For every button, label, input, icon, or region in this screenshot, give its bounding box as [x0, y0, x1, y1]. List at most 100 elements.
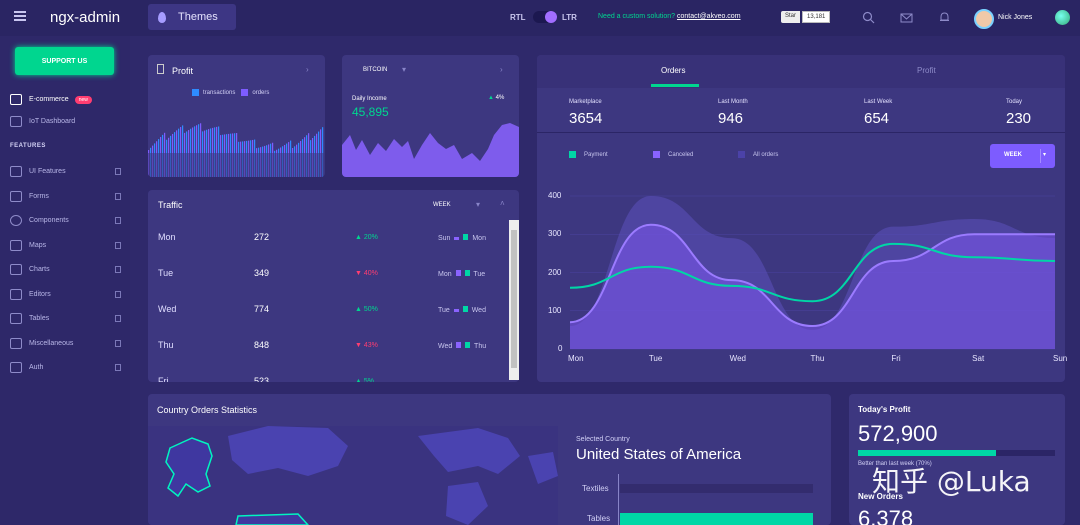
- sidebar-label: Auth: [29, 364, 44, 371]
- chevron-icon: [115, 315, 121, 322]
- sidebar-item-editors[interactable]: Editors: [10, 289, 125, 300]
- x-tick-label: Mon: [568, 354, 584, 363]
- bar-axis: [618, 474, 619, 525]
- traffic-delta: ▲ 50%: [355, 306, 378, 313]
- traffic-period-select[interactable]: WEEK: [433, 202, 451, 208]
- y-tick-label: 0: [558, 344, 563, 353]
- traffic-day: Wed: [158, 304, 177, 314]
- gear-icon: [10, 215, 22, 226]
- traffic-scrollbar[interactable]: [509, 220, 519, 380]
- y-tick-label: 300: [548, 229, 562, 239]
- tab-orders[interactable]: Orders: [661, 66, 686, 75]
- chevron-icon: [115, 364, 121, 371]
- legend-swatch-transactions: [192, 89, 199, 96]
- profit-bar: [190, 128, 192, 177]
- legend-orders: orders: [252, 89, 270, 96]
- chevron-icon: [115, 340, 121, 347]
- chevron-right-icon[interactable]: ›: [306, 65, 309, 74]
- sidebar-item-forms[interactable]: Forms: [10, 191, 125, 202]
- series-canceled-line: [569, 223, 1055, 328]
- sidebar-item-tables[interactable]: Tables: [10, 313, 125, 324]
- y-tick-label: 400: [548, 191, 562, 200]
- traffic-row: Thu 848 ▼ 43% Wed Thu: [148, 334, 508, 370]
- sidebar-label: Maps: [29, 242, 47, 249]
- traffic-value: 848: [254, 340, 270, 350]
- sidebar-item-maps[interactable]: Maps: [10, 240, 125, 251]
- tab-profit[interactable]: Profit: [917, 66, 936, 75]
- mail-icon[interactable]: [900, 11, 913, 24]
- world-map[interactable]: [148, 426, 558, 525]
- watermark-text: 知乎 @Luka: [872, 465, 1031, 498]
- chevron-icon: [115, 193, 121, 200]
- profit-icon: [157, 64, 164, 74]
- search-icon[interactable]: [862, 11, 875, 24]
- cart-icon: [10, 94, 22, 105]
- brand-logo[interactable]: ngx-admin: [50, 9, 121, 26]
- daily-income-label: Daily Income: [352, 96, 387, 102]
- sidebar-item-misc[interactable]: Miscellaneous: [10, 338, 125, 349]
- features-heading: FEATURES: [10, 143, 46, 149]
- contact-link[interactable]: contact@akveo.com: [677, 13, 741, 20]
- sidebar-item-ui-features[interactable]: UI Features: [10, 166, 125, 177]
- profit-title: Profit: [172, 66, 194, 76]
- map-icon: [10, 240, 22, 251]
- profit-caption: Better than last week (70%): [858, 461, 932, 467]
- direction-toggle[interactable]: [533, 11, 557, 23]
- country-title: Country Orders Statistics: [157, 405, 258, 415]
- support-us-button[interactable]: SUPPORT US: [15, 47, 114, 75]
- chevron-right-icon[interactable]: ›: [500, 65, 503, 74]
- star-label: Star: [781, 11, 801, 23]
- shuffle-icon: [10, 338, 22, 349]
- droplet-icon: [158, 11, 166, 23]
- user-avatar[interactable]: [974, 9, 994, 29]
- lock-icon: [10, 362, 22, 373]
- legend-swatch-payment: [569, 151, 576, 158]
- themes-select[interactable]: Themes: [148, 4, 236, 30]
- sidebar-item-iot[interactable]: IoT Dashboard: [10, 116, 125, 127]
- sidebar-item-charts[interactable]: Charts: [10, 264, 125, 275]
- income-change-value: 4%: [495, 95, 505, 101]
- traffic-value: 774: [254, 304, 270, 314]
- traffic-value: 349: [254, 268, 270, 278]
- today-profit-value: 572,900: [858, 421, 938, 446]
- y-tick-label: 100: [548, 305, 562, 315]
- caret-down-icon[interactable]: ▾: [402, 65, 407, 74]
- traffic-delta: ▲ 5%: [355, 378, 374, 382]
- sidebar-item-ecommerce[interactable]: E-commerce new: [10, 94, 125, 105]
- traffic-card: Traffic WEEK ▾ ˄ Mon 272 ▲ 20% Sun Mon Tue 34…: [148, 190, 519, 382]
- sidebar-label-iot: IoT Dashboard: [29, 118, 76, 125]
- traffic-day: Tue: [158, 268, 174, 278]
- sidebar-label: Components: [29, 217, 69, 224]
- currency-select[interactable]: BITCOIN: [363, 67, 388, 73]
- week-select-button[interactable]: WEEK ▾: [990, 144, 1055, 168]
- bar-tables: [620, 513, 813, 525]
- github-star[interactable]: Star 13,181: [781, 11, 831, 23]
- table-icon: [10, 313, 22, 324]
- menu-toggle-icon[interactable]: [14, 11, 26, 21]
- legend-swatch-all: [738, 151, 745, 158]
- traffic-row: Mon 272 ▲ 20% Sun Mon: [148, 226, 508, 262]
- stat-label: Last Month: [718, 99, 748, 105]
- globe-icon[interactable]: [1055, 10, 1070, 25]
- week-button-label: WEEK: [1004, 152, 1022, 158]
- stat-label: Last Week: [864, 99, 893, 105]
- scrollbar-thumb[interactable]: [511, 230, 517, 368]
- traffic-compare: Tue Wed: [438, 306, 486, 314]
- profit-bar: [218, 126, 220, 177]
- selected-country: United States of America: [576, 446, 742, 463]
- sidebar-item-components[interactable]: Components: [10, 215, 125, 226]
- traffic-compare: Sun Mon: [438, 234, 486, 242]
- profit-bar-overlay: [148, 153, 325, 177]
- sidebar-label-ecommerce: E-commerce: [29, 96, 69, 103]
- traffic-day: Mon: [158, 232, 176, 242]
- caret-down-icon[interactable]: ▾: [476, 200, 481, 209]
- traffic-day: Thu: [158, 340, 174, 350]
- user-name[interactable]: Nick Jones: [998, 14, 1033, 21]
- rtl-label: RTL: [510, 13, 526, 22]
- sidebar-label: Tables: [29, 315, 50, 322]
- chevron-up-icon[interactable]: ˄: [500, 199, 505, 208]
- sidebar-item-auth[interactable]: Auth: [10, 362, 125, 373]
- new-orders-value: 6,378: [858, 506, 914, 525]
- stat-label: Today: [1006, 99, 1023, 105]
- bell-icon[interactable]: [938, 11, 951, 24]
